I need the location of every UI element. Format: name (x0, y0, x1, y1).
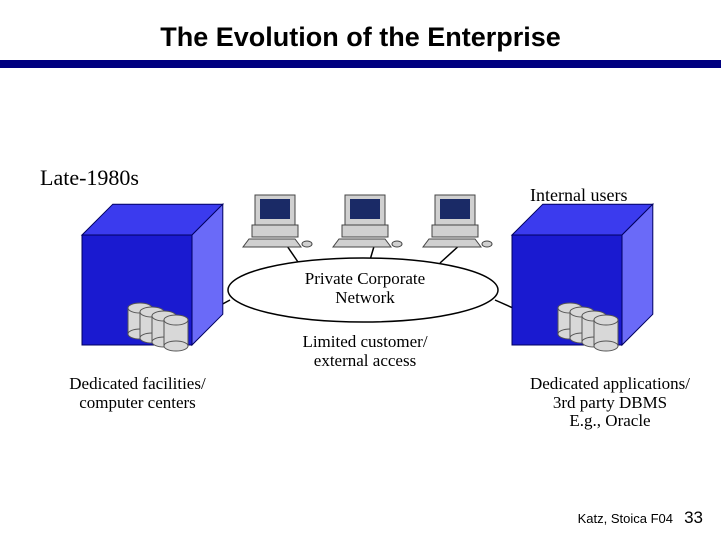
terminal-icon (333, 195, 402, 247)
text: external access (314, 351, 416, 370)
right-caption: Dedicated applications/ 3rd party DBMS E… (505, 375, 715, 431)
footer-page-number: 33 (684, 508, 703, 528)
terminal-icon (423, 195, 492, 247)
text: Dedicated facilities/ (69, 374, 205, 393)
private-network-label: Private Corporate Network (265, 270, 465, 307)
left-caption: Dedicated facilities/ computer centers (40, 375, 235, 412)
text: Network (335, 288, 394, 307)
limited-access-label: Limited customer/ external access (265, 333, 465, 370)
text: Private Corporate (305, 269, 425, 288)
text: Limited customer/ (302, 332, 427, 351)
terminal-icon (243, 195, 312, 247)
text: E.g., Oracle (569, 411, 650, 430)
text: computer centers (79, 393, 196, 412)
text: Dedicated applications/ (530, 374, 690, 393)
text: 3rd party DBMS (553, 393, 667, 412)
footer-credit: Katz, Stoica F04 (578, 511, 673, 526)
